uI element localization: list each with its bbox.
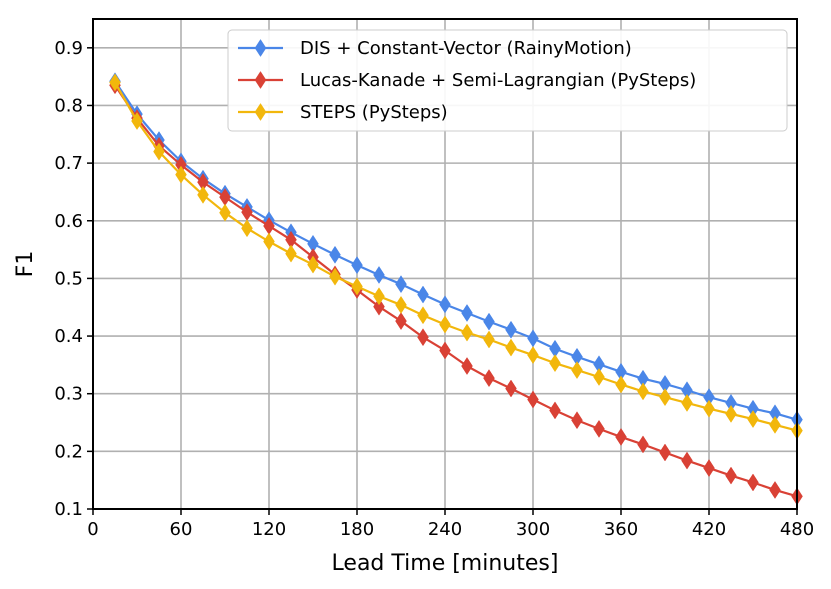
data-point — [417, 328, 429, 347]
data-point — [197, 185, 209, 204]
x-tick-label: 480 — [780, 519, 814, 540]
x-tick-label: 180 — [340, 519, 374, 540]
legend-swatch-marker — [254, 103, 267, 121]
y-tick-label: 0.5 — [54, 268, 83, 289]
data-point — [703, 399, 715, 418]
data-point — [769, 481, 781, 499]
data-point — [725, 466, 737, 485]
y-tick-label: 0.9 — [54, 38, 83, 59]
data-point — [131, 112, 143, 130]
data-point — [461, 357, 473, 375]
data-point — [615, 427, 627, 446]
data-point — [351, 256, 363, 275]
y-tick-label: 0.6 — [54, 211, 83, 232]
data-point — [439, 341, 451, 360]
x-tick-label: 60 — [170, 519, 193, 540]
legend-swatch-marker — [254, 39, 267, 57]
data-point — [703, 459, 715, 478]
data-point — [769, 415, 781, 434]
x-tick-label: 420 — [692, 519, 726, 540]
data-point — [659, 443, 671, 462]
data-point — [153, 142, 165, 161]
data-point — [395, 295, 407, 314]
data-point — [439, 315, 451, 334]
legend: DIS + Constant-Vector (RainyMotion) Lucas… — [227, 29, 788, 132]
data-point — [263, 232, 275, 251]
series-line — [114, 84, 798, 498]
legend-label: STEPS (PySteps) — [300, 102, 448, 123]
data-point — [527, 329, 539, 348]
data-point — [329, 245, 341, 264]
data-point — [747, 473, 759, 492]
data-point — [571, 411, 583, 430]
data-point — [593, 368, 605, 386]
x-tick-label: 240 — [428, 519, 462, 540]
data-point — [747, 410, 759, 429]
x-axis-label: Lead Time [minutes] — [332, 551, 559, 576]
legend-label: Lucas-Kanade + Semi-Lagrangian (PySteps) — [300, 70, 696, 91]
data-point — [219, 203, 231, 222]
x-tick-label: 360 — [604, 519, 638, 540]
tick-layer: 0 60 120 180 240 300 360 420 480 0.1 0.2 0.3 0.4 0.5 0… — [54, 38, 814, 540]
series-line — [114, 80, 798, 421]
series-2 — [109, 76, 803, 506]
data-point — [373, 287, 385, 306]
data-point — [593, 419, 605, 438]
data-point — [483, 312, 495, 331]
x-tick-label: 0 — [87, 519, 98, 540]
data-point — [417, 306, 429, 325]
y-axis-label: F1 — [13, 251, 38, 278]
legend-swatch-marker — [254, 71, 267, 89]
legend-label: DIS + Constant-Vector (RainyMotion) — [300, 38, 632, 59]
data-point — [417, 285, 429, 304]
data-point — [549, 401, 561, 420]
data-point — [571, 361, 583, 380]
data-point — [109, 73, 121, 92]
legend-item: Lucas-Kanade + Semi-Lagrangian (PySteps) — [238, 70, 696, 91]
y-tick-label: 0.7 — [54, 153, 83, 174]
legend-item: DIS + Constant-Vector (RainyMotion) — [238, 38, 632, 59]
y-tick-label: 0.1 — [54, 499, 83, 520]
series-3 — [109, 73, 803, 440]
data-point — [351, 277, 363, 296]
data-point — [615, 375, 627, 394]
data-point — [681, 451, 693, 470]
data-point — [439, 295, 451, 314]
series-layer — [109, 72, 803, 506]
data-point — [527, 346, 539, 365]
data-point — [681, 393, 693, 412]
data-point — [373, 297, 385, 316]
data-point — [285, 244, 297, 263]
data-point — [395, 275, 407, 294]
data-point — [241, 219, 253, 238]
data-point — [505, 320, 517, 339]
legend-box — [227, 29, 788, 132]
data-point — [505, 379, 517, 398]
x-tick-label: 300 — [516, 519, 550, 540]
x-tick-label: 120 — [252, 519, 286, 540]
y-tick-label: 0.8 — [54, 95, 83, 116]
y-tick-label: 0.3 — [54, 384, 83, 405]
y-tick-label: 0.4 — [54, 326, 83, 347]
data-point — [527, 390, 539, 409]
data-point — [483, 369, 495, 388]
data-point — [329, 267, 341, 286]
data-point — [175, 165, 187, 184]
data-point — [373, 265, 385, 284]
series-line — [114, 81, 798, 432]
data-point — [461, 304, 473, 322]
data-point — [395, 312, 407, 331]
data-point — [549, 354, 561, 373]
y-tick-label: 0.2 — [54, 441, 83, 462]
data-point — [637, 382, 649, 401]
data-point — [307, 255, 319, 274]
data-point — [725, 404, 737, 423]
legend-item: STEPS (PySteps) — [238, 102, 448, 123]
data-point — [483, 330, 495, 349]
data-point — [637, 435, 649, 454]
data-point — [505, 338, 517, 357]
data-point — [461, 323, 473, 342]
data-point — [659, 388, 671, 407]
